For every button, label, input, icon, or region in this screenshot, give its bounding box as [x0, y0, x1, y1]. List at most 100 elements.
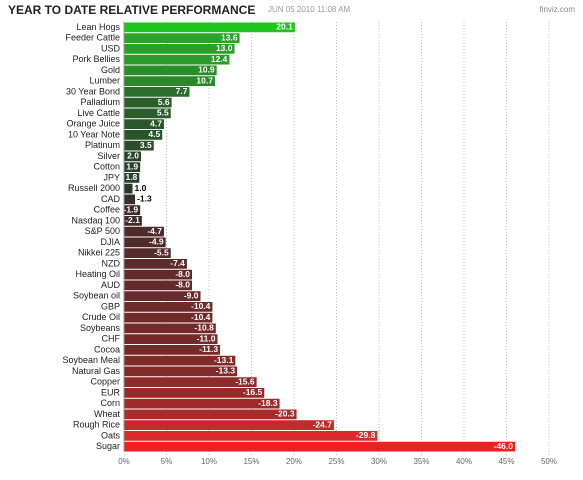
- category-label: Orange Juice: [66, 119, 120, 129]
- value-label: -10.4: [191, 312, 211, 322]
- value-label: -13.1: [214, 355, 234, 365]
- category-label: Sugar: [96, 441, 120, 451]
- bar: [124, 377, 257, 387]
- bar: [124, 130, 163, 140]
- bar: [124, 302, 213, 312]
- x-tick-label: 0%: [118, 457, 130, 466]
- bar: [124, 65, 217, 76]
- value-label: 4.7: [150, 118, 162, 128]
- value-label: -20.3: [275, 409, 295, 419]
- value-label: 4.5: [148, 129, 160, 139]
- category-label: Platinum: [85, 140, 120, 150]
- value-label: 1.9: [126, 161, 138, 171]
- x-tick-label: 40%: [456, 457, 472, 466]
- bar: [124, 431, 378, 441]
- value-label: -9.0: [184, 290, 199, 300]
- category-label: CHF: [102, 334, 121, 344]
- bar: [124, 323, 216, 334]
- bar: [124, 22, 295, 33]
- bar: [124, 259, 187, 269]
- x-tick-label: 25%: [328, 457, 344, 466]
- value-label: 13.6: [221, 32, 238, 42]
- category-label: Copper: [90, 377, 120, 387]
- bar: [124, 76, 215, 86]
- value-label: -4.7: [147, 226, 162, 236]
- bar: [124, 334, 218, 344]
- bar: [124, 162, 141, 172]
- chart-title: YEAR TO DATE RELATIVE PERFORMANCE: [8, 3, 255, 17]
- bar: [124, 183, 133, 194]
- x-tick-label: 45%: [498, 457, 514, 466]
- category-label: Soybean oil: [73, 291, 120, 301]
- category-label: Oats: [101, 430, 121, 440]
- value-label: -15.6: [235, 376, 255, 386]
- x-tick-label: 15%: [243, 457, 259, 466]
- bar: [124, 119, 164, 129]
- category-label: 10 Year Note: [68, 129, 120, 139]
- value-label: -2.1: [125, 215, 140, 225]
- bar: [124, 226, 164, 237]
- value-label: -29.8: [356, 430, 376, 440]
- category-label: Coffee: [94, 205, 120, 215]
- value-label: 10.9: [198, 65, 215, 75]
- category-label: Wheat: [94, 409, 121, 419]
- category-label: Heating Oil: [75, 269, 120, 279]
- category-label: Soybeans: [80, 323, 121, 333]
- value-label: -16.5: [243, 387, 263, 397]
- category-label: Natural Gas: [72, 366, 121, 376]
- bar: [124, 366, 238, 377]
- category-label: JPY: [103, 172, 120, 182]
- bar: [124, 291, 201, 301]
- value-label: 2.0: [127, 151, 139, 161]
- value-label: -46.0: [494, 441, 514, 451]
- value-label: 20.1: [276, 22, 293, 32]
- value-label: 1.8: [125, 172, 137, 182]
- category-label: GBP: [101, 301, 120, 311]
- value-label: 1.0: [135, 183, 147, 193]
- x-tick-label: 10%: [201, 457, 217, 466]
- category-label: Crude Oil: [82, 312, 120, 322]
- x-tick-label: 5%: [161, 457, 173, 466]
- bar: [124, 280, 192, 291]
- bar: [124, 269, 192, 280]
- category-label: Soybean Meal: [62, 355, 120, 365]
- x-tick-label: 50%: [541, 457, 557, 466]
- value-label: -4.9: [149, 237, 164, 247]
- category-label: USD: [101, 43, 121, 53]
- bar: [124, 44, 235, 54]
- category-label: Lean Hogs: [76, 22, 120, 32]
- bar: [124, 345, 221, 355]
- bar: [124, 54, 230, 65]
- category-label: Rough Rice: [73, 420, 120, 430]
- bar: [124, 441, 515, 452]
- category-label: Cocoa: [94, 344, 120, 354]
- value-label: -7.4: [170, 258, 185, 268]
- bar: [124, 237, 166, 248]
- subtitle: JUN 05 2010 11:08 AM: [268, 5, 350, 14]
- value-label: -13.3: [216, 366, 236, 376]
- category-label: Gold: [101, 65, 120, 75]
- bar: [124, 248, 171, 258]
- bar: [124, 87, 190, 97]
- bar: [124, 140, 154, 151]
- category-label: Nasdaq 100: [71, 215, 120, 225]
- category-label: 30 Year Bond: [66, 86, 120, 96]
- category-label: AUD: [101, 280, 121, 290]
- bar: [124, 398, 280, 409]
- category-label: Feeder Cattle: [65, 33, 120, 43]
- category-label: Lumber: [89, 76, 120, 86]
- value-label: -5.5: [154, 247, 169, 257]
- value-label: -1.9: [123, 204, 138, 214]
- bar: [124, 108, 171, 119]
- category-label: Palladium: [80, 97, 120, 107]
- bar: [124, 151, 141, 162]
- bar: [124, 97, 172, 108]
- value-label: -10.4: [191, 301, 211, 311]
- category-label: DJIA: [100, 237, 120, 247]
- category-label: Russell 2000: [68, 183, 120, 193]
- value-label: -24.7: [313, 419, 333, 429]
- bar: [124, 409, 297, 420]
- category-label: CAD: [101, 194, 121, 204]
- bar: [124, 312, 213, 323]
- bar: [124, 205, 141, 215]
